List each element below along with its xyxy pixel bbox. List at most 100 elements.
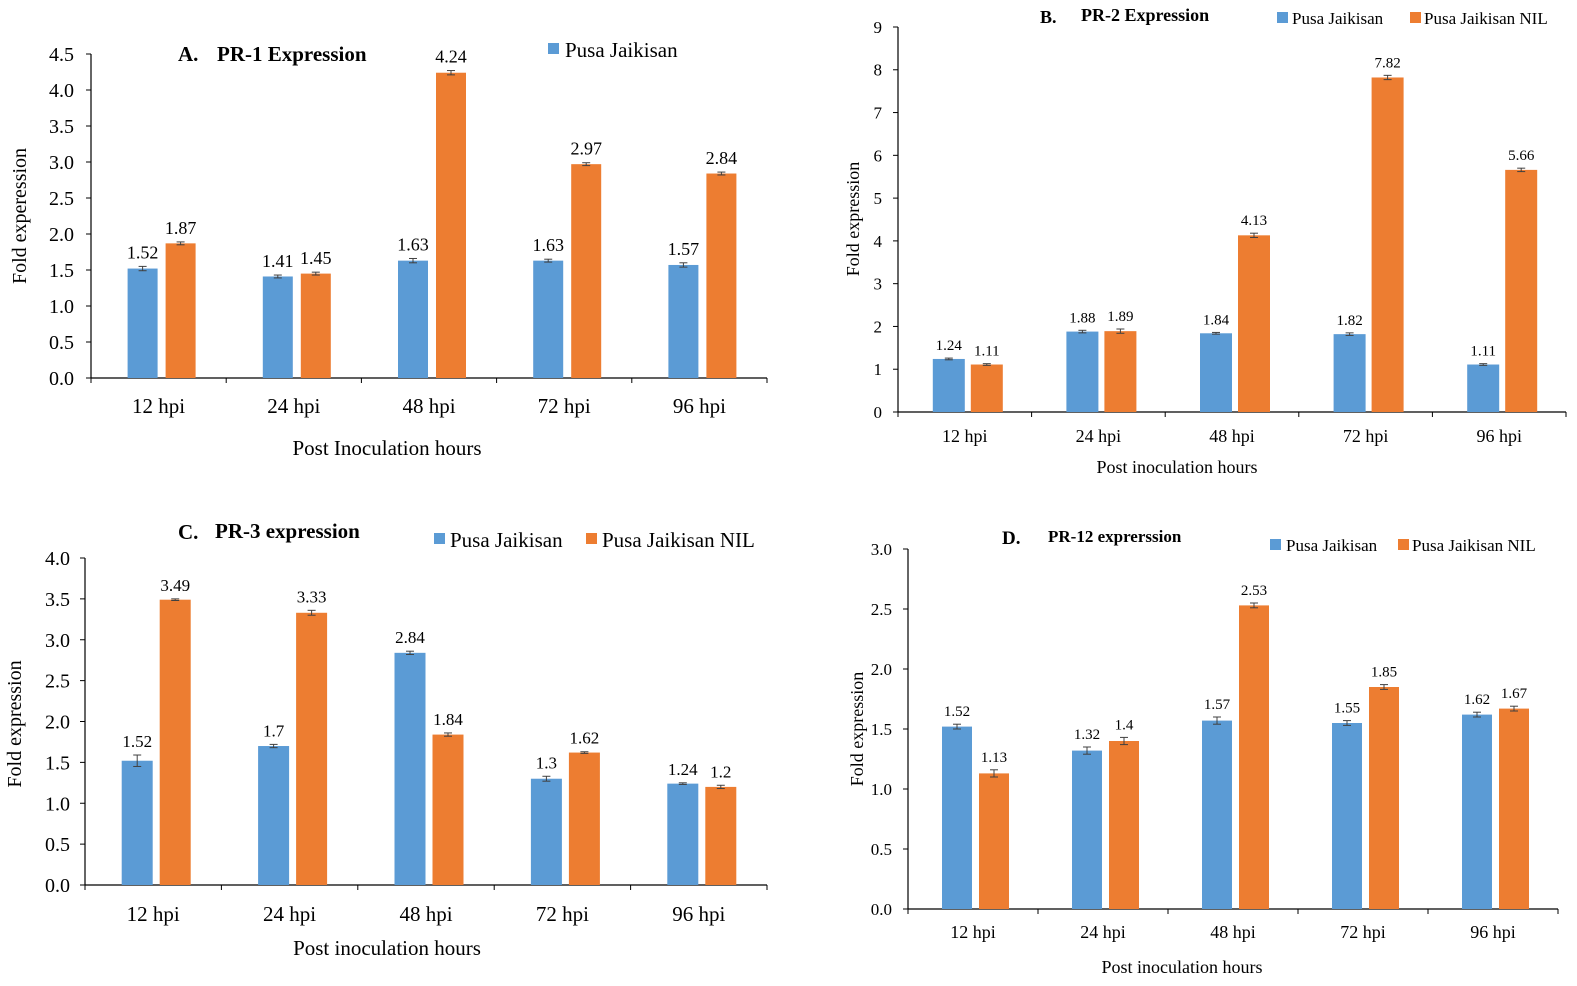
data-label: 7.82 [1374,55,1400,71]
data-label: 1.87 [165,218,197,238]
y-tick-label: 3.0 [45,630,70,652]
y-tick-label: 2.5 [871,600,892,619]
bar-pusa-jaikisan-nil [706,173,737,378]
chart-title: PR-12 exprerssion [1048,527,1182,546]
bar-pusa-jaikisan-nil [1239,605,1269,909]
data-label: 1.57 [668,239,700,259]
bar-pusa-jaikisan [1467,364,1500,412]
bar-pusa-jaikisan [258,746,290,885]
y-tick-label: 0.0 [871,900,892,919]
y-tick-label: 3.5 [49,116,74,138]
x-tick-label: 12 hpi [132,394,185,418]
data-label: 1.62 [570,729,600,748]
data-label: 1.84 [1203,312,1230,328]
bar-pusa-jaikisan [533,260,564,378]
data-label: 1.11 [974,344,1000,360]
chart-panel-d: 0.0 0.5 1.0 1.5 2.0 2.5 3.0 12 hpi 24 hpi 48 hpi 7… [847,527,1559,977]
x-axis-title: Post inoculation hours [1097,457,1258,477]
bar-pusa-jaikisan [127,268,158,378]
data-label: 1.85 [1371,665,1397,681]
y-tick-label: 2 [874,317,883,336]
y-tick-label: 0.0 [45,875,70,897]
y-tick-label: 7 [874,104,883,123]
y-tick-label: 0.5 [45,834,70,856]
bar-pusa-jaikisan-nil [436,72,466,378]
chart-title: PR-1 Expression [217,42,367,66]
data-label: 1.2 [710,762,731,781]
y-tick-label: 2.0 [871,660,892,679]
y-tick-label: 0.0 [49,368,74,390]
bar-pusa-jaikisan [1200,333,1232,412]
y-tick-label: 1.0 [45,793,70,815]
y-axis-title: Fold experession [9,148,31,284]
y-tick-label: 8 [874,61,883,80]
bar-pusa-jaikisan-nil [296,612,328,885]
bar-pusa-jaikisan [121,760,153,885]
x-tick-label: 96 hpi [1470,922,1516,942]
legend-swatch [1398,539,1409,550]
data-label: 4.24 [435,47,467,67]
x-tick-label: 48 hpi [1209,426,1255,446]
y-tick-label: 5 [874,189,883,208]
bar-pusa-jaikisan-nil [1109,741,1139,909]
panel-letter: A. [178,42,198,66]
data-label: 1.63 [532,235,564,255]
bar-pusa-jaikisan [942,726,972,909]
data-label: 1.4 [1115,717,1134,733]
x-tick-label: 72 hpi [1340,922,1386,942]
legend-swatch [548,43,559,54]
data-label: 1.55 [1334,701,1360,717]
x-tick-label: 48 hpi [402,394,455,418]
bar-pusa-jaikisan-nil [568,752,600,885]
y-tick-label: 3.5 [45,589,70,611]
data-label: 1.57 [1204,697,1231,713]
bar-pusa-jaikisan-nil [159,599,191,885]
legend-label: Pusa Jaikisan NIL [602,528,755,552]
legend-label: Pusa Jaikisan [450,528,563,552]
legend-swatch [1410,12,1421,23]
data-label: 1.52 [127,242,159,262]
data-label: 1.32 [1074,727,1100,743]
x-axis-title: Post Inoculation hours [293,436,482,460]
legend-swatch [1277,12,1288,23]
x-tick-label: 48 hpi [399,902,452,926]
x-tick-label: 24 hpi [1080,922,1126,942]
y-tick-label: 1.0 [49,296,74,318]
data-label: 1.67 [1501,686,1528,702]
y-tick-label: 6 [874,146,883,165]
bar-pusa-jaikisan [530,778,562,885]
legend-swatch [1270,539,1281,550]
bar-pusa-jaikisan-nil [571,164,602,378]
x-axis-title: Post inoculation hours [1102,957,1263,977]
chart-title: PR-3 expression [215,519,360,543]
bar-pusa-jaikisan-nil [1238,235,1270,412]
chart-panel-c: 0.0 0.5 1.0 1.5 2.0 2.5 3.0 3.5 4.0 12 hpi 24 hpi 4… [4,519,768,960]
data-label: 1.63 [397,234,429,254]
bar-pusa-jaikisan [1462,714,1492,909]
data-label: 1.13 [981,750,1007,766]
y-tick-label: 4.0 [45,548,70,570]
y-tick-label: 0 [874,403,883,422]
data-label: 1.89 [1107,309,1133,325]
bar-pusa-jaikisan [1332,723,1362,909]
bar-pusa-jaikisan-nil [432,734,464,885]
chart-panel-b: 0 1 2 3 4 5 6 7 8 9 12 hpi 24 hpi 48 hpi 72 hpi 96 hpi… [843,5,1567,477]
bar-pusa-jaikisan-nil [979,773,1009,909]
bar-pusa-jaikisan [398,260,428,378]
y-tick-label: 1.5 [871,720,892,739]
y-tick-label: 1.5 [49,260,74,282]
legend-label: Pusa Jaikisan [1292,9,1384,28]
panel-letter: C. [178,520,198,544]
legend-label: Pusa Jaikisan [565,38,678,62]
legend-swatch [434,533,445,544]
data-label: 1.24 [936,338,963,354]
y-axis-title: Fold expression [843,162,863,277]
data-label: 1.11 [1470,344,1496,360]
bar-pusa-jaikisan [1202,720,1232,909]
data-label: 1.62 [1464,692,1490,708]
x-tick-label: 24 hpi [263,902,316,926]
data-label: 2.84 [706,148,738,168]
legend-swatch [586,533,597,544]
y-tick-label: 1.5 [45,752,70,774]
data-label: 1.3 [536,753,557,772]
